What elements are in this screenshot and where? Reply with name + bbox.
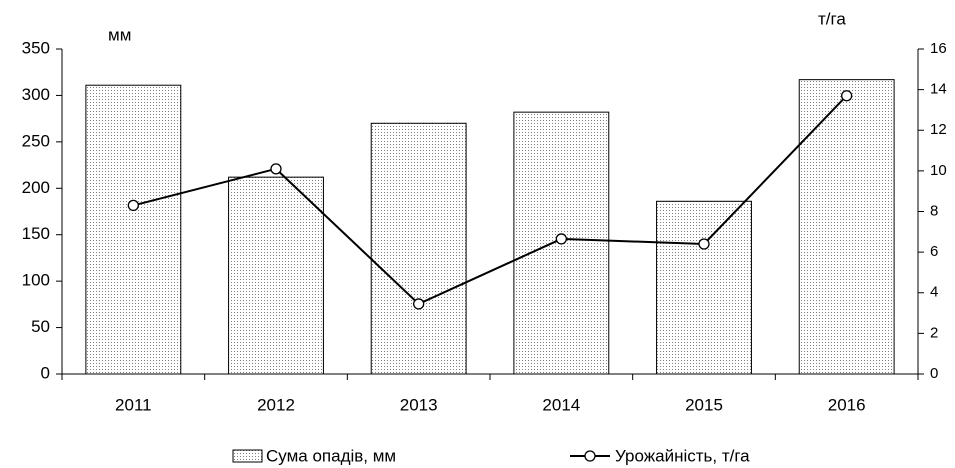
y2-tick-label: 10	[930, 162, 947, 179]
bar	[656, 200, 752, 375]
y-tick-label: 200	[22, 178, 50, 197]
bar	[85, 84, 182, 375]
x-tick-label: 2015	[685, 395, 723, 414]
line-marker	[841, 90, 853, 102]
y2-tick-label: 14	[930, 81, 947, 98]
line-marker	[270, 163, 282, 175]
y-tick-label: 350	[22, 38, 50, 57]
y-tick-label: 300	[22, 85, 50, 104]
line-marker	[127, 199, 139, 212]
x-tick-label: 2014	[542, 395, 580, 414]
y2-tick-label: 16	[930, 40, 947, 57]
bar	[798, 79, 895, 375]
line-marker	[698, 238, 710, 250]
y-tick-label: 100	[22, 271, 50, 290]
y2-tick-label: 2	[930, 324, 938, 341]
line-marker	[413, 298, 425, 310]
y-tick-label: 0	[41, 363, 50, 382]
y-tick-label: 150	[22, 224, 50, 243]
x-tick-label: 2016	[828, 395, 866, 414]
x-tick-label: 2011	[115, 395, 152, 414]
x-tick-label: 2012	[257, 395, 295, 414]
y2-tick-label: 0	[930, 365, 938, 382]
y2-tick-label: 8	[930, 202, 938, 219]
x-tick-label: 2013	[400, 395, 438, 414]
y2-tick-label: 4	[930, 284, 938, 301]
bar	[370, 122, 467, 375]
y2-tick-label: 12	[930, 121, 947, 138]
legend-marker	[584, 450, 596, 462]
y-axis-label: мм	[108, 25, 131, 44]
bar	[228, 176, 324, 375]
y2-axis-label: т/га	[818, 9, 846, 28]
line-marker	[555, 233, 567, 245]
y-tick-label: 250	[22, 131, 50, 150]
y-tick-label: 50	[31, 317, 50, 336]
legend-swatch	[232, 449, 263, 463]
legend-label: Сума опадів, мм	[266, 446, 396, 465]
line	[133, 95, 848, 306]
y2-tick-label: 6	[930, 243, 938, 260]
legend-label: Урожайність, т/га	[615, 446, 750, 465]
